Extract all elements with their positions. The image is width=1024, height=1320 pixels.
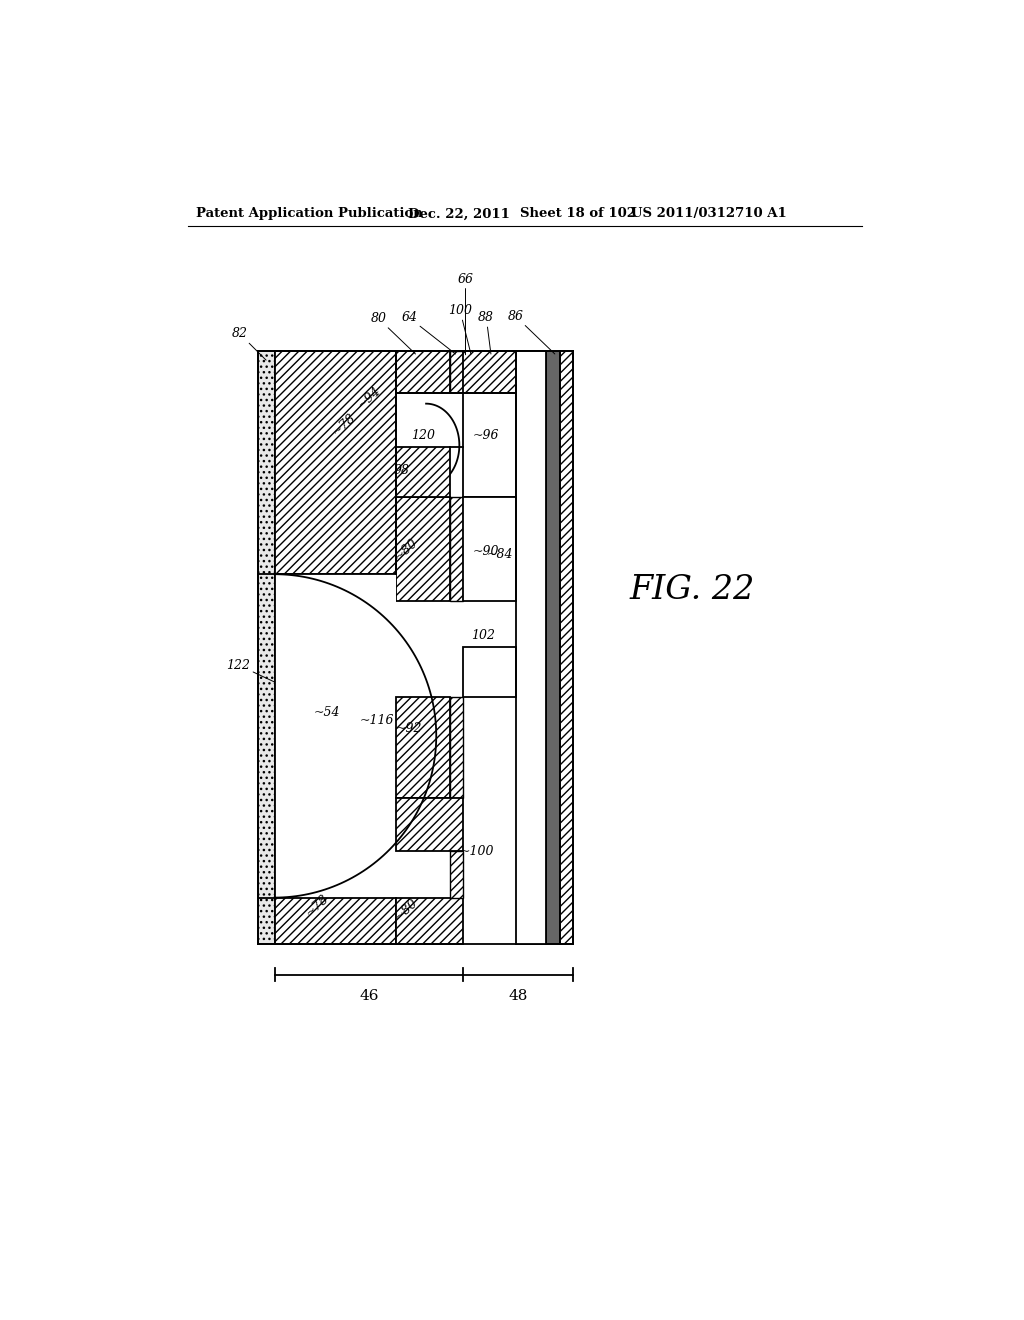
- Text: 88: 88: [478, 312, 495, 354]
- Bar: [463, 351, 515, 393]
- Text: ~80: ~80: [392, 895, 421, 923]
- Text: Dec. 22, 2011: Dec. 22, 2011: [408, 207, 510, 220]
- Text: 122: 122: [226, 659, 274, 682]
- Text: ~96: ~96: [473, 429, 500, 442]
- Text: ~92: ~92: [396, 722, 423, 735]
- Bar: [396, 574, 515, 898]
- Text: US 2011/0312710 A1: US 2011/0312710 A1: [631, 207, 786, 220]
- Text: ~78: ~78: [331, 411, 358, 438]
- Bar: [396, 898, 463, 944]
- Text: 66: 66: [458, 273, 473, 355]
- Text: 100: 100: [449, 305, 472, 354]
- Bar: [463, 647, 515, 697]
- Text: ~54: ~54: [313, 706, 340, 719]
- Text: ~80: ~80: [392, 536, 421, 564]
- Bar: [396, 393, 463, 498]
- Text: 80: 80: [371, 312, 416, 354]
- Bar: [274, 898, 396, 944]
- Bar: [451, 498, 463, 601]
- Bar: [463, 393, 515, 498]
- Bar: [547, 351, 560, 944]
- Text: 46: 46: [359, 989, 379, 1003]
- Text: ~116: ~116: [359, 714, 394, 727]
- Bar: [451, 351, 463, 447]
- Bar: [396, 351, 451, 393]
- Text: 48: 48: [509, 989, 528, 1003]
- Text: 102: 102: [471, 630, 496, 643]
- Text: 86: 86: [508, 310, 555, 354]
- Bar: [560, 351, 573, 944]
- Bar: [258, 351, 274, 944]
- Bar: [274, 351, 547, 944]
- Bar: [258, 574, 274, 898]
- Text: FIG. 22: FIG. 22: [630, 574, 756, 606]
- Bar: [463, 498, 515, 601]
- Text: 64: 64: [401, 312, 456, 354]
- Text: Patent Application Publication: Patent Application Publication: [196, 207, 423, 220]
- Bar: [451, 697, 463, 797]
- Bar: [515, 351, 547, 944]
- Bar: [396, 697, 451, 797]
- Bar: [451, 851, 463, 898]
- Text: 82: 82: [231, 327, 266, 360]
- Text: Sheet 18 of 102: Sheet 18 of 102: [520, 207, 636, 220]
- Text: ~78: ~78: [303, 891, 332, 919]
- Bar: [396, 498, 451, 601]
- Text: ~100: ~100: [460, 845, 495, 858]
- Bar: [396, 797, 463, 851]
- Bar: [396, 393, 463, 447]
- Text: 98: 98: [393, 463, 410, 477]
- Bar: [274, 574, 396, 898]
- Text: ~94: ~94: [355, 383, 383, 411]
- Bar: [274, 351, 396, 574]
- Text: 120: 120: [412, 429, 435, 442]
- Text: ~90: ~90: [473, 545, 500, 557]
- Text: ~84: ~84: [486, 548, 513, 561]
- Bar: [396, 447, 451, 498]
